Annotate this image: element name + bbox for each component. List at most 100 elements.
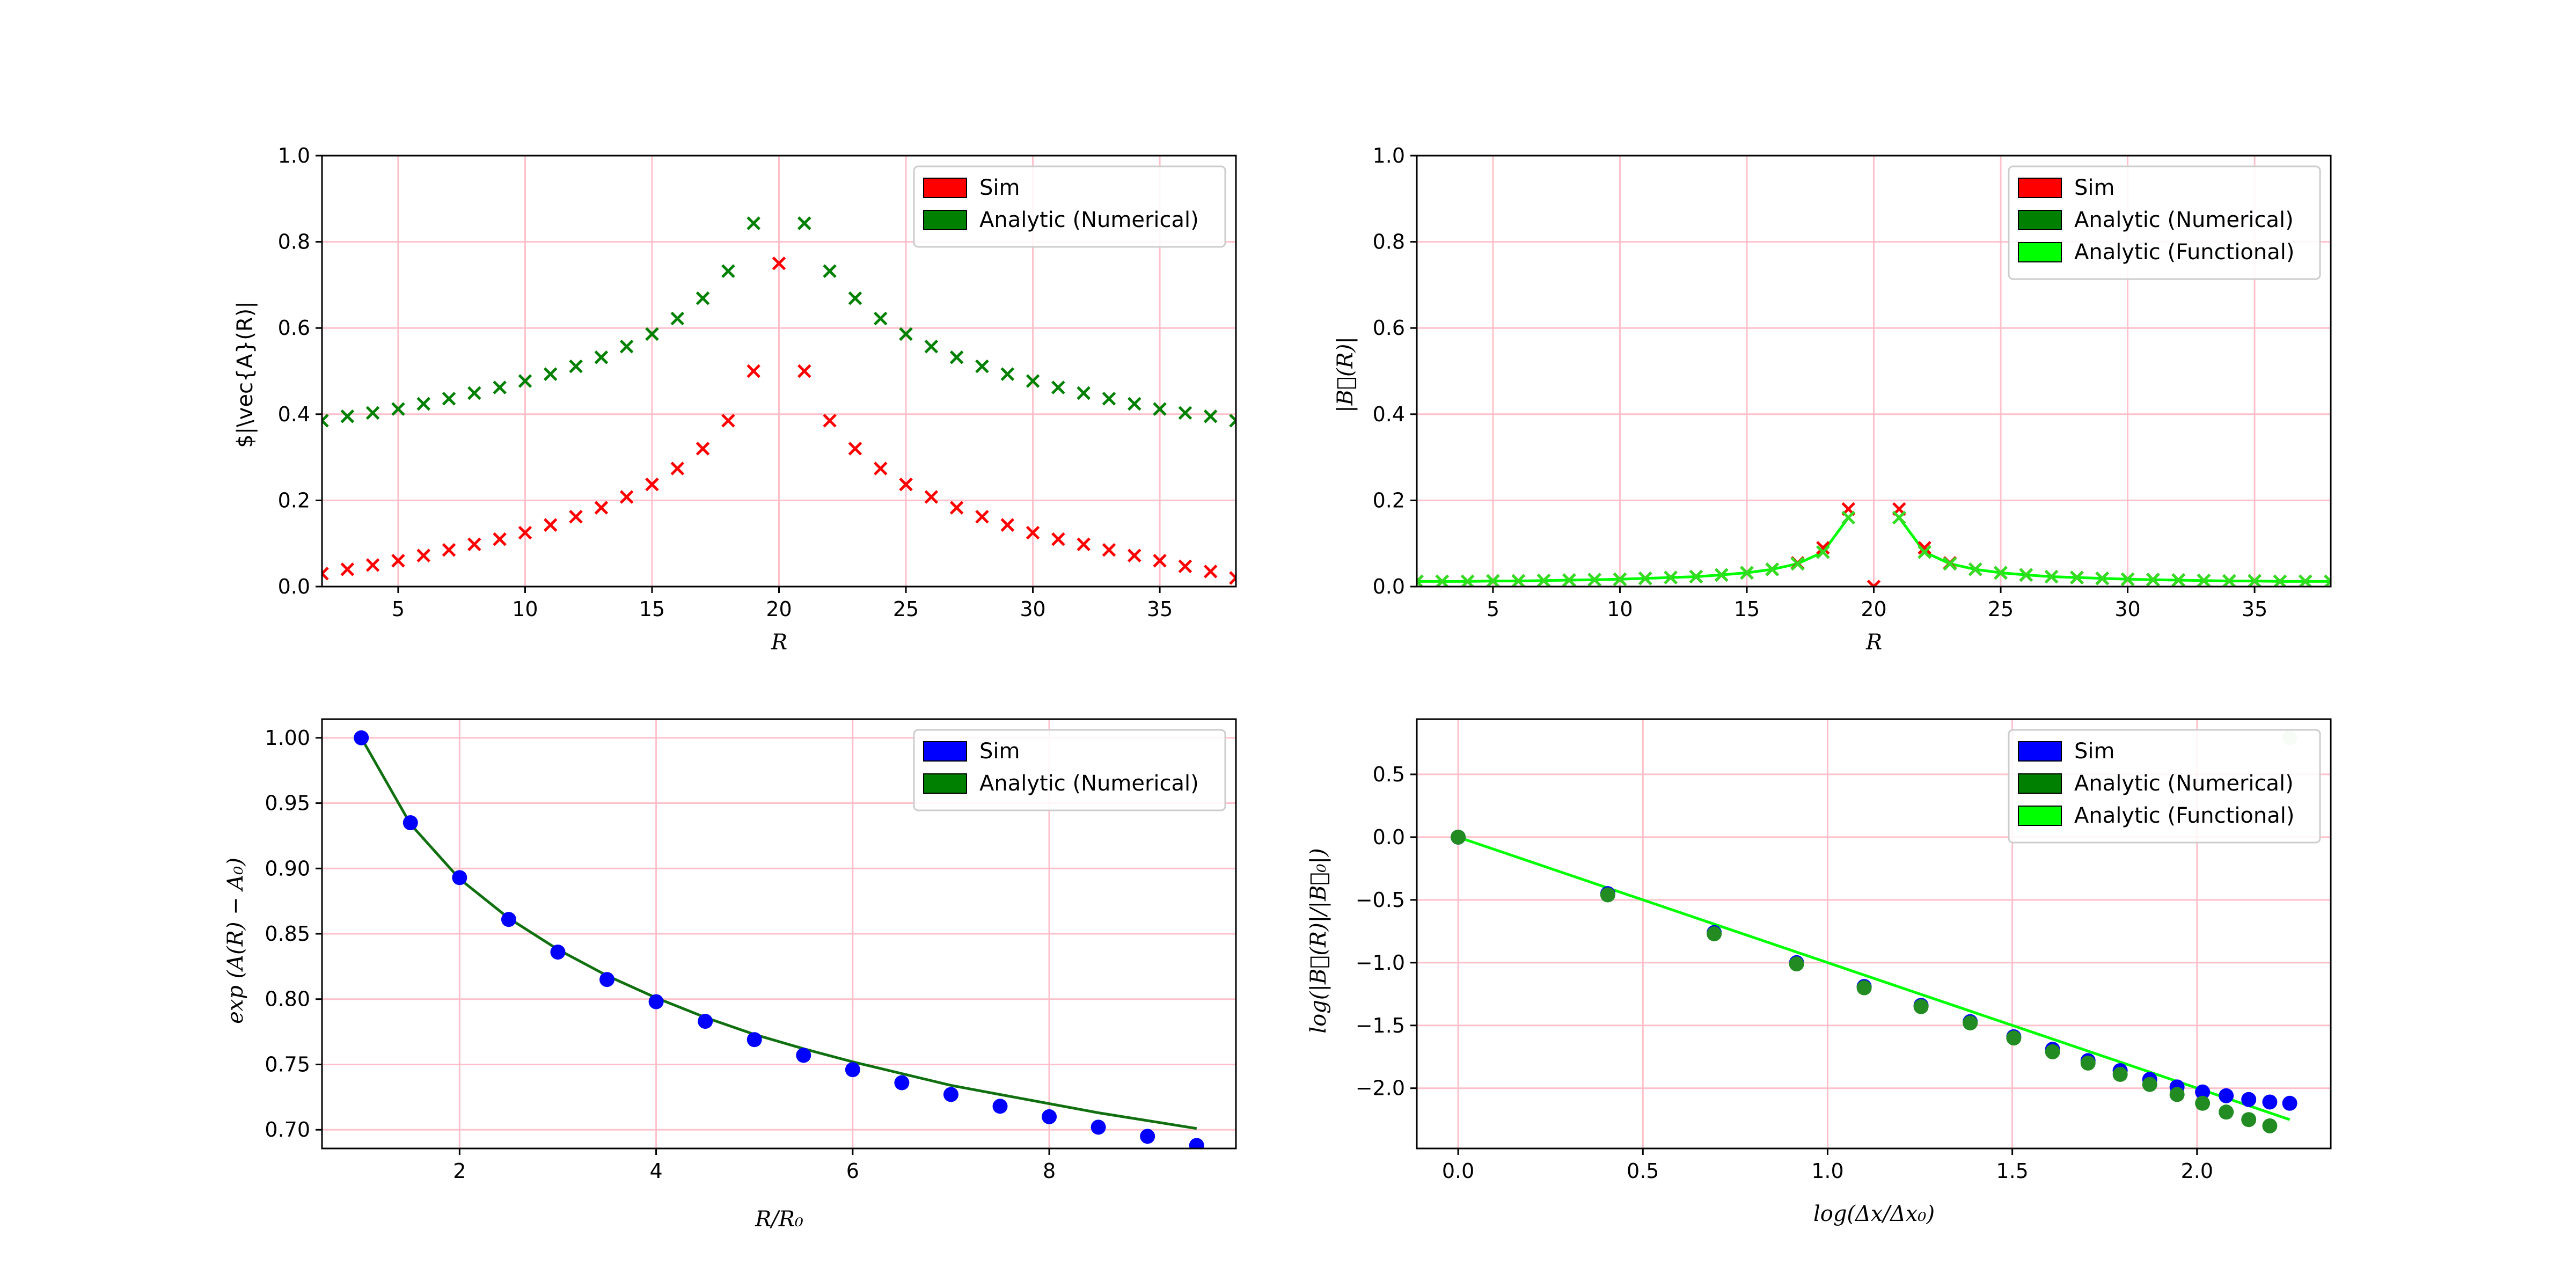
panel-b-lines <box>1417 517 2331 583</box>
data-point-x <box>1841 510 1855 525</box>
y-tick-label: −2.0 <box>1356 1077 1405 1100</box>
data-point <box>402 815 418 831</box>
panel-d-frame <box>1416 718 2332 1150</box>
data-point <box>1913 999 1929 1014</box>
legend-label: Analytic (Functional) <box>2074 240 2295 265</box>
data-point-x <box>1102 392 1116 406</box>
data-point-x <box>1203 565 1218 579</box>
data-point-x <box>1765 562 1780 576</box>
data-point-x <box>1000 367 1015 381</box>
data-point-x <box>1892 510 1906 525</box>
data-point-x <box>1638 571 1652 586</box>
y-tick-label: 0.85 <box>265 922 310 946</box>
legend-label: Analytic (Numerical) <box>979 208 1199 232</box>
y-tick-label: 0.2 <box>278 488 310 512</box>
data-point <box>1451 829 1466 845</box>
y-tick-label: 0.4 <box>278 402 310 426</box>
y-tick-label: 1.0 <box>1373 144 1405 167</box>
x-tick-label: 25 <box>893 597 919 621</box>
panel-d-ticks: 0.0 0.5 1.0 1.5 2.0 −2.0 −1.5 −1.0 −0.5 0.0 0.5 <box>1356 763 2213 1183</box>
data-point <box>796 1048 811 1063</box>
panel-b-ylabel: |B⃗(R)| <box>1333 336 1358 413</box>
data-point-x <box>2222 574 2236 587</box>
data-point <box>501 912 516 927</box>
y-tick-label: 0.0 <box>1373 575 1405 598</box>
data-point-x <box>569 510 583 524</box>
data-point-x <box>2070 570 2084 584</box>
data-point-x <box>848 442 862 456</box>
data-point-x <box>1051 380 1065 394</box>
panel-c-marks <box>354 730 1204 1148</box>
data-point-x <box>1486 574 1500 587</box>
data-point-x <box>518 525 532 540</box>
data-point <box>1856 980 1872 996</box>
data-point-x <box>924 339 939 354</box>
panel-b-legend: Sim Analytic (Numerical) Analytic (Functio… <box>2008 165 2321 280</box>
data-point-x <box>1026 374 1040 388</box>
legend-swatch <box>2018 210 2062 230</box>
data-point-x <box>1153 402 1167 416</box>
data-point-x <box>1178 559 1192 574</box>
data-point-x <box>1203 409 1218 423</box>
data-point-x <box>416 548 430 562</box>
y-tick-label: −1.0 <box>1356 951 1405 975</box>
data-point-x <box>797 364 811 378</box>
y-tick-label: 0.6 <box>278 316 310 340</box>
data-point <box>2169 1087 2185 1102</box>
panel-c-lines <box>360 737 1197 1130</box>
data-point <box>747 1032 762 1048</box>
y-tick-label: 0.2 <box>1373 488 1405 512</box>
legend-swatch <box>2018 178 2062 198</box>
data-point <box>452 870 467 885</box>
data-point-x <box>391 402 405 416</box>
data-point-x <box>1740 566 1754 580</box>
data-point-x <box>1077 537 1091 552</box>
x-tick-label: 2.0 <box>2181 1159 2213 1183</box>
data-point-x <box>543 518 558 532</box>
data-point-x <box>1587 573 1601 587</box>
x-tick-label: 30 <box>2114 597 2140 621</box>
data-point-x <box>2044 569 2059 584</box>
data-point-x <box>873 311 888 326</box>
data-point-x <box>1417 574 1424 587</box>
data-point-x <box>442 543 456 557</box>
y-tick-label: 0.80 <box>265 987 310 1011</box>
legend-swatch <box>2018 741 2062 762</box>
legend-label: Sim <box>2074 739 2114 764</box>
data-point <box>1707 926 1722 941</box>
data-point-x <box>670 462 685 475</box>
data-point-x <box>1943 557 1957 571</box>
data-point-x <box>1790 557 1805 571</box>
panel-a-xlabel: R <box>771 630 787 655</box>
data-point-x <box>1102 543 1116 557</box>
legend-swatch <box>923 210 967 230</box>
data-point <box>2241 1092 2257 1107</box>
x-tick-label: 25 <box>1988 597 2014 621</box>
data-point-x <box>1511 574 1525 587</box>
data-point-x <box>899 327 913 341</box>
data-point-x <box>848 291 862 305</box>
x-tick-label: 8 <box>1043 1159 1056 1183</box>
legend-swatch <box>2018 242 2062 262</box>
data-point <box>648 994 664 1009</box>
data-point-x <box>2146 573 2160 587</box>
data-point <box>1140 1129 1155 1144</box>
data-point-x <box>949 350 964 364</box>
data-point-x <box>772 256 786 270</box>
x-tick-label: 15 <box>1734 597 1760 621</box>
data-point-x <box>696 291 710 305</box>
data-point-x <box>1229 571 1236 585</box>
data-point-x <box>797 216 811 230</box>
y-tick-label: 0.8 <box>1373 230 1405 254</box>
data-point-x <box>2324 574 2331 587</box>
data-point-x <box>322 567 329 581</box>
x-tick-label: 6 <box>846 1159 859 1183</box>
data-point <box>2195 1095 2211 1111</box>
data-point <box>943 1087 958 1102</box>
data-point <box>2142 1077 2157 1092</box>
data-point-x <box>1536 573 1551 587</box>
x-tick-label: 5 <box>392 597 405 621</box>
x-tick-label: 2 <box>453 1159 466 1183</box>
data-point <box>1963 1015 1978 1031</box>
y-tick-label: 0.90 <box>265 857 310 880</box>
